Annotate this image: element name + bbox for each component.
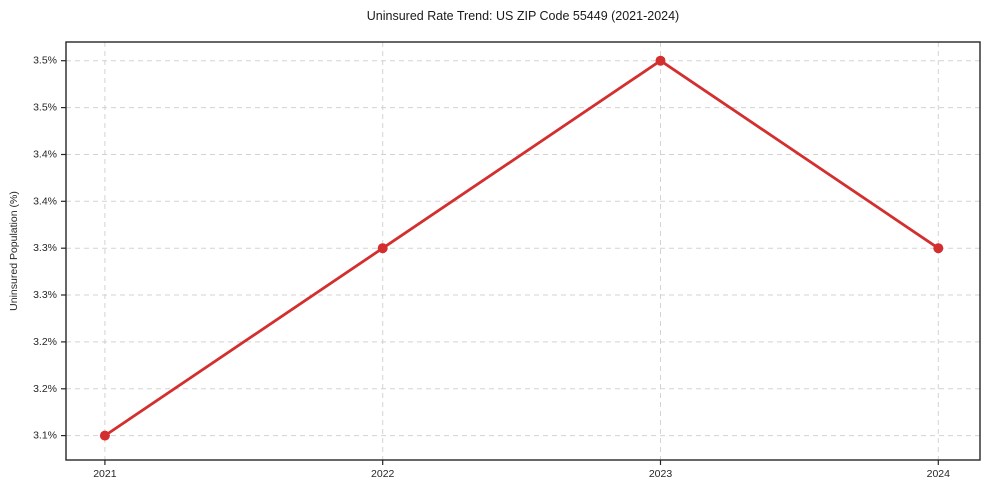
svg-text:3.5%: 3.5% bbox=[33, 55, 57, 67]
svg-text:2023: 2023 bbox=[649, 468, 673, 480]
svg-text:3.2%: 3.2% bbox=[33, 383, 57, 395]
svg-text:3.5%: 3.5% bbox=[33, 102, 57, 114]
svg-text:2021: 2021 bbox=[93, 468, 117, 480]
svg-text:2022: 2022 bbox=[371, 468, 395, 480]
svg-text:3.1%: 3.1% bbox=[33, 430, 57, 442]
svg-text:3.3%: 3.3% bbox=[33, 289, 57, 301]
svg-text:2024: 2024 bbox=[927, 468, 951, 480]
svg-text:3.4%: 3.4% bbox=[33, 195, 57, 207]
svg-text:3.3%: 3.3% bbox=[33, 242, 57, 254]
chart-title: Uninsured Rate Trend: US ZIP Code 55449 … bbox=[366, 9, 680, 23]
svg-text:3.2%: 3.2% bbox=[33, 336, 57, 348]
svg-text:3.4%: 3.4% bbox=[33, 149, 57, 161]
